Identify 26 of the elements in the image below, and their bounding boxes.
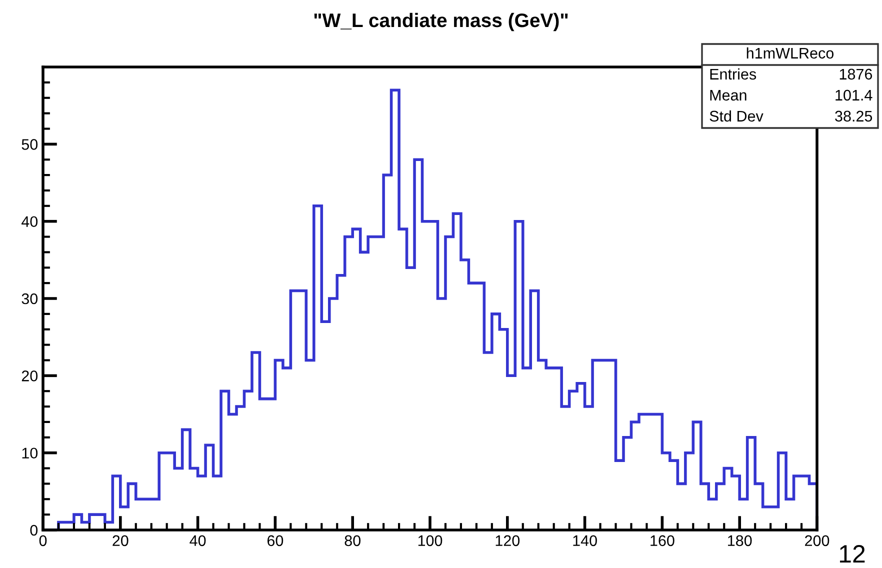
- x-tick-label: 140: [573, 535, 597, 546]
- x-tick-label: 160: [650, 535, 674, 546]
- chart-title: "W_L candiate mass (GeV)": [314, 12, 568, 32]
- x-tick-label: 180: [728, 535, 752, 546]
- text: 38.25: [835, 110, 872, 122]
- y-tick-label: 40: [22, 216, 38, 228]
- x-tick-label: 40: [190, 535, 206, 546]
- annotation: Mean: [710, 90, 746, 101]
- text: h1mWLReco: [746, 47, 834, 59]
- text: 12: [840, 545, 865, 562]
- x-tick-label: 80: [344, 535, 360, 546]
- x-tick-label: 0: [39, 535, 47, 546]
- x-tick-label: 100: [418, 535, 442, 546]
- x-tick-label: 60: [267, 535, 284, 546]
- x-tick-label: 20: [112, 535, 128, 546]
- text: 1876: [840, 68, 872, 80]
- annotation: Std Dev: [710, 110, 764, 122]
- y-tick-label: 0: [30, 524, 38, 536]
- y-tick-label: 50: [22, 139, 38, 150]
- y-tick-label: 20: [22, 370, 38, 382]
- y-tick-label: 30: [22, 293, 38, 304]
- text: 101.4: [836, 90, 872, 101]
- x-tick-label: 120: [496, 535, 520, 546]
- annotation: Entries: [710, 68, 756, 80]
- x-tick-label: 200: [805, 535, 830, 546]
- y-tick-label: 10: [22, 448, 38, 459]
